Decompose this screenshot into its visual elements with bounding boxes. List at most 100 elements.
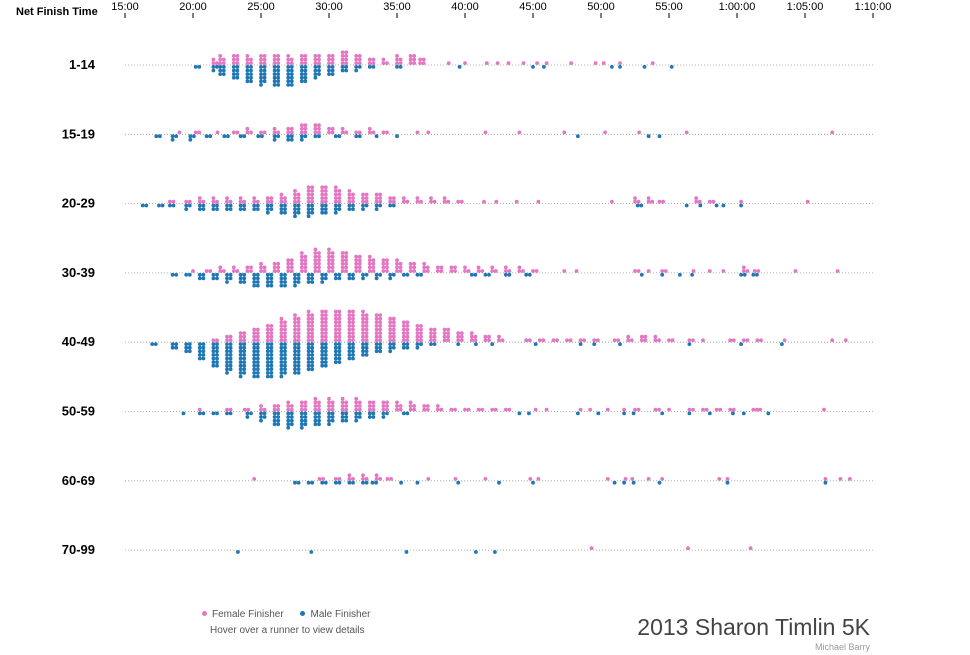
female-finisher-dot[interactable]	[354, 407, 359, 412]
female-finisher-dot[interactable]	[317, 126, 321, 131]
female-finisher-dot[interactable]	[303, 130, 308, 135]
male-finisher-dot[interactable]	[228, 272, 233, 277]
female-finisher-dot[interactable]	[843, 338, 848, 343]
female-finisher-dot[interactable]	[347, 324, 352, 328]
female-finisher-dot[interactable]	[218, 57, 223, 62]
male-finisher-dot[interactable]	[320, 356, 325, 361]
male-finisher-dot[interactable]	[187, 349, 192, 354]
female-finisher-dot[interactable]	[347, 477, 352, 481]
male-finisher-dot[interactable]	[317, 134, 321, 139]
male-finisher-dot[interactable]	[381, 411, 386, 416]
female-finisher-dot[interactable]	[418, 57, 422, 62]
male-finisher-dot[interactable]	[225, 342, 229, 346]
female-finisher-dot[interactable]	[351, 309, 355, 314]
female-finisher-dot[interactable]	[327, 261, 331, 266]
female-finisher-dot[interactable]	[490, 269, 495, 273]
male-finisher-dot[interactable]	[337, 276, 342, 281]
female-finisher-dot[interactable]	[347, 192, 352, 197]
male-finisher-dot[interactable]	[235, 68, 240, 73]
female-finisher-dot[interactable]	[320, 313, 325, 317]
female-finisher-dot[interactable]	[459, 331, 464, 335]
female-finisher-dot[interactable]	[759, 338, 763, 343]
male-finisher-dot[interactable]	[635, 203, 640, 208]
female-finisher-dot[interactable]	[364, 331, 369, 335]
female-finisher-dot[interactable]	[463, 265, 467, 270]
male-finisher-dot[interactable]	[286, 415, 291, 419]
male-finisher-dot[interactable]	[330, 415, 335, 419]
male-finisher-dot[interactable]	[419, 272, 423, 277]
male-finisher-dot[interactable]	[354, 134, 359, 139]
female-finisher-dot[interactable]	[354, 254, 359, 259]
female-finisher-dot[interactable]	[398, 269, 403, 273]
female-finisher-dot[interactable]	[412, 57, 417, 62]
female-finisher-dot[interactable]	[303, 258, 308, 263]
male-finisher-dot[interactable]	[351, 342, 355, 346]
male-finisher-dot[interactable]	[310, 280, 315, 284]
male-finisher-dot[interactable]	[259, 83, 263, 87]
female-finisher-dot[interactable]	[385, 130, 389, 135]
female-finisher-dot[interactable]	[320, 316, 325, 321]
male-finisher-dot[interactable]	[755, 272, 759, 277]
female-finisher-dot[interactable]	[378, 316, 383, 321]
female-finisher-dot[interactable]	[218, 54, 223, 58]
female-finisher-dot[interactable]	[442, 331, 447, 335]
female-finisher-dot[interactable]	[340, 50, 345, 55]
male-finisher-dot[interactable]	[252, 272, 257, 277]
female-finisher-dot[interactable]	[605, 477, 610, 481]
female-finisher-dot[interactable]	[718, 407, 723, 412]
male-finisher-dot[interactable]	[289, 418, 294, 423]
female-finisher-dot[interactable]	[327, 407, 331, 412]
female-finisher-dot[interactable]	[616, 338, 621, 343]
female-finisher-dot[interactable]	[333, 327, 338, 332]
female-finisher-dot[interactable]	[279, 320, 284, 325]
male-finisher-dot[interactable]	[221, 72, 226, 76]
female-finisher-dot[interactable]	[466, 407, 471, 412]
male-finisher-dot[interactable]	[473, 272, 478, 277]
female-finisher-dot[interactable]	[469, 338, 474, 343]
male-finisher-dot[interactable]	[272, 422, 277, 427]
male-finisher-dot[interactable]	[293, 353, 297, 357]
female-finisher-dot[interactable]	[351, 192, 355, 197]
female-finisher-dot[interactable]	[265, 199, 270, 204]
female-finisher-dot[interactable]	[412, 269, 417, 273]
female-finisher-dot[interactable]	[725, 477, 730, 481]
male-finisher-dot[interactable]	[310, 349, 315, 354]
female-finisher-dot[interactable]	[459, 334, 464, 339]
female-finisher-dot[interactable]	[252, 334, 257, 339]
female-finisher-dot[interactable]	[221, 57, 226, 62]
male-finisher-dot[interactable]	[238, 371, 243, 375]
female-finisher-dot[interactable]	[601, 61, 606, 65]
male-finisher-dot[interactable]	[262, 79, 267, 84]
female-finisher-dot[interactable]	[643, 334, 648, 339]
female-finisher-dot[interactable]	[272, 269, 277, 273]
female-finisher-dot[interactable]	[313, 407, 318, 412]
female-finisher-dot[interactable]	[357, 258, 362, 263]
female-finisher-dot[interactable]	[306, 331, 311, 335]
female-finisher-dot[interactable]	[490, 407, 495, 412]
male-finisher-dot[interactable]	[347, 272, 352, 277]
female-finisher-dot[interactable]	[286, 57, 291, 62]
male-finisher-dot[interactable]	[269, 349, 274, 354]
female-finisher-dot[interactable]	[289, 126, 294, 131]
female-finisher-dot[interactable]	[249, 265, 253, 270]
male-finisher-dot[interactable]	[741, 411, 746, 416]
female-finisher-dot[interactable]	[419, 334, 423, 339]
male-finisher-dot[interactable]	[279, 374, 284, 379]
female-finisher-dot[interactable]	[299, 251, 304, 255]
female-finisher-dot[interactable]	[391, 320, 396, 325]
female-finisher-dot[interactable]	[626, 338, 631, 343]
female-finisher-dot[interactable]	[347, 338, 352, 343]
female-finisher-dot[interactable]	[633, 269, 637, 273]
female-finisher-dot[interactable]	[623, 477, 628, 481]
female-finisher-dot[interactable]	[351, 196, 355, 201]
female-finisher-dot[interactable]	[279, 327, 284, 332]
female-finisher-dot[interactable]	[476, 407, 481, 412]
female-finisher-dot[interactable]	[279, 196, 284, 201]
female-finisher-dot[interactable]	[388, 338, 393, 343]
female-finisher-dot[interactable]	[565, 338, 569, 343]
female-finisher-dot[interactable]	[731, 407, 736, 412]
female-finisher-dot[interactable]	[422, 404, 427, 408]
male-finisher-dot[interactable]	[576, 134, 580, 139]
male-finisher-dot[interactable]	[296, 342, 301, 346]
male-finisher-dot[interactable]	[197, 349, 202, 354]
